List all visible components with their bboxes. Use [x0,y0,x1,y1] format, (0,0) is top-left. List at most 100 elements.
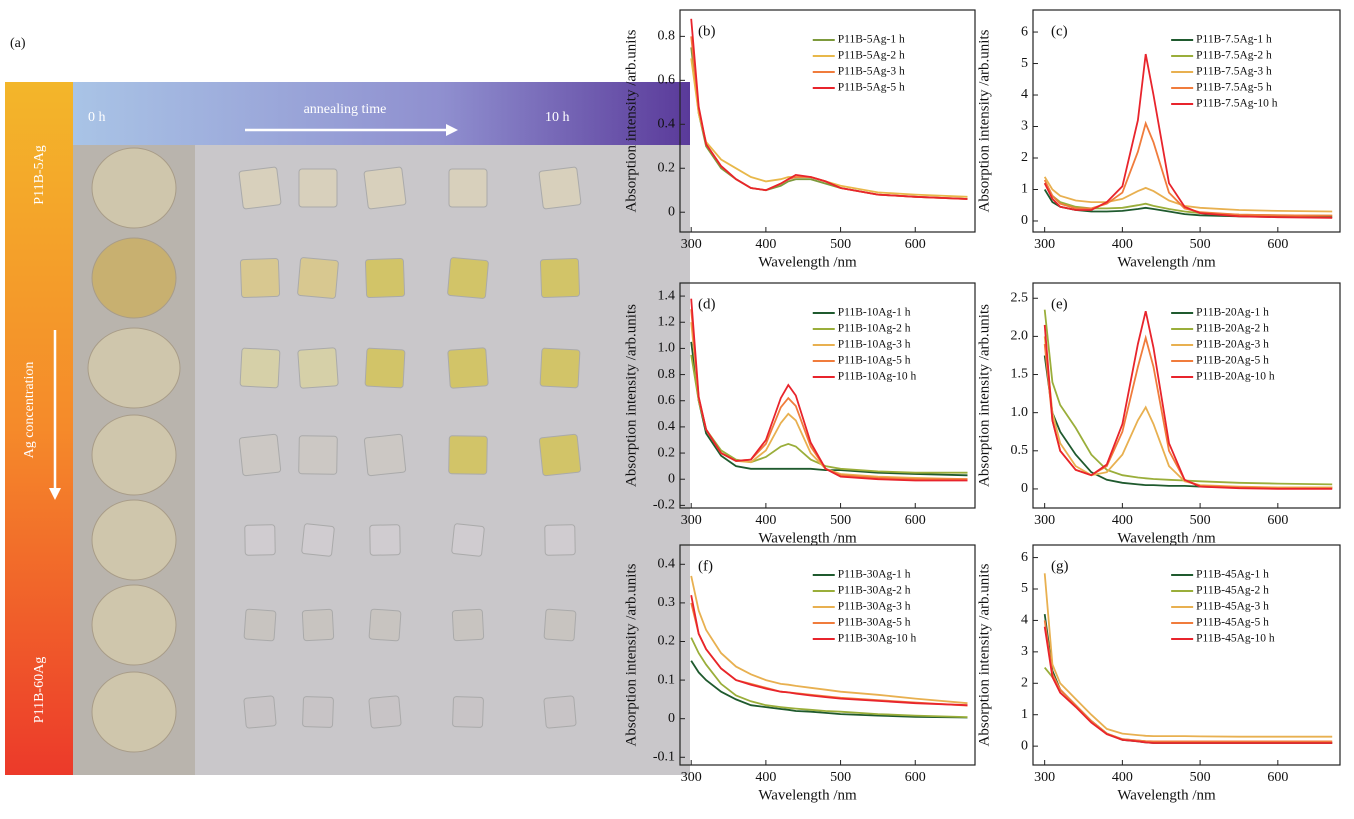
sample-piece [544,524,576,556]
x-tick-label: 400 [1112,237,1133,252]
legend-label: P11B-10Ag-3 h [838,339,911,351]
end-time: 10 h [545,110,570,125]
sample-piece [539,257,581,299]
sample-piece [363,433,407,477]
legend-label: P11B-30Ag-5 h [838,617,911,629]
y-tick-label: 0.2 [658,160,676,175]
x-tick-label: 400 [755,513,776,528]
panel-label: (d) [698,296,716,312]
x-tick-label: 500 [830,237,851,252]
sample-piece [239,347,281,389]
sample-piece [243,695,277,729]
panel-label: (c) [1051,23,1068,39]
sample-disc [91,671,177,753]
sample-disc [91,499,177,581]
x-axis-label: Wavelength /nm [1117,787,1216,803]
sample-piece [364,347,406,389]
y-axis-label: Absorption intensity /arb.units [976,563,992,746]
sample-piece [452,696,484,728]
legend-label: P11B-30Ag-1 h [838,569,911,581]
x-axis-label: Wavelength /nm [758,530,857,546]
series-line [1044,667,1333,744]
legend-label: P11B-45Ag-3 h [1196,601,1269,613]
x-tick-label: 600 [905,770,926,785]
plot-frame [1032,544,1341,766]
series-line [1043,310,1333,490]
legend-label: P11B-7.5Ag-5 h [1196,82,1272,94]
arrow-label: annealing time [304,102,387,117]
series-line [690,298,968,482]
y-tick-label: 5 [1021,581,1028,596]
plot-frame [1032,282,1341,509]
sample-piece [451,608,485,642]
y-tick-label: -0.1 [653,749,675,764]
legend-label: P11B-45Ag-5 h [1196,617,1269,629]
sample-disc [87,327,181,409]
sample-piece [302,696,334,728]
y-tick-label: 0.4 [658,557,676,572]
series-line [1043,620,1333,743]
y-tick-label: 2.0 [1011,329,1029,344]
series-line [1043,573,1333,738]
y-tick-label: 0 [1021,738,1028,753]
series-line [690,58,968,198]
y-tick-label: 0 [668,471,675,486]
arrow-head [49,488,61,500]
y-tick-label: 1 [1021,182,1028,197]
y-tick-label: 4 [1021,613,1028,628]
x-axis-label: Wavelength /nm [1117,530,1216,546]
x-tick-label: 400 [1112,513,1133,528]
sample-disc [91,237,177,319]
time-bar [73,82,690,145]
x-axis-label: Wavelength /nm [1117,254,1216,270]
sample-piece [244,524,276,556]
y-tick-label: 1.4 [658,288,676,303]
plot-frame [679,9,976,233]
legend-label: P11B-20Ag-3 h [1196,339,1269,351]
sample-piece [297,347,339,389]
legend-label: P11B-5Ag-5 h [838,82,905,94]
sample-piece [364,257,406,299]
sample-piece [238,166,282,210]
y-tick-label: 0.5 [1011,443,1029,458]
y-tick-label: 0.4 [658,117,676,132]
series-line [1043,355,1333,489]
series-line [1043,176,1333,213]
series-line [1043,120,1333,217]
y-tick-label: 3 [1021,644,1028,659]
x-tick-label: 600 [1267,770,1288,785]
y-tick-label: 1 [1021,707,1028,722]
legend-label: P11B-5Ag-3 h [838,66,905,78]
plot-frame [679,282,976,509]
series-line [690,341,968,477]
sample-disc [91,584,177,666]
series-line [1043,626,1333,744]
x-tick-label: 500 [1190,237,1211,252]
legend-label: P11B-45Ag-2 h [1196,585,1269,597]
legend-label: P11B-10Ag-2 h [838,323,911,335]
sample-piece [538,166,582,210]
y-tick-label: 3 [1021,119,1028,134]
y-tick-label: 0 [1021,213,1028,228]
concentration-bar [5,82,73,775]
series-line [1043,189,1333,219]
series-line [1043,336,1333,489]
plot-frame [679,544,976,766]
series-line [690,660,968,719]
sample-piece [368,608,402,642]
series-line [690,36,968,200]
sample-piece [368,695,402,729]
side-arrow-label: Ag concentration [22,362,37,459]
legend-label: P11B-20Ag-5 h [1196,355,1269,367]
sample-piece [239,257,281,299]
sample-piece [543,608,577,642]
y-tick-label: 0.8 [658,367,676,382]
sample-piece [448,435,488,475]
sample-disc [91,147,177,229]
panel-label: (a) [10,36,26,51]
y-tick-label: 1.2 [658,314,676,329]
legend-label: P11B-20Ag-1 h [1196,307,1269,319]
plot-frame [1032,9,1341,233]
legend-label: P11B-5Ag-2 h [838,50,905,62]
